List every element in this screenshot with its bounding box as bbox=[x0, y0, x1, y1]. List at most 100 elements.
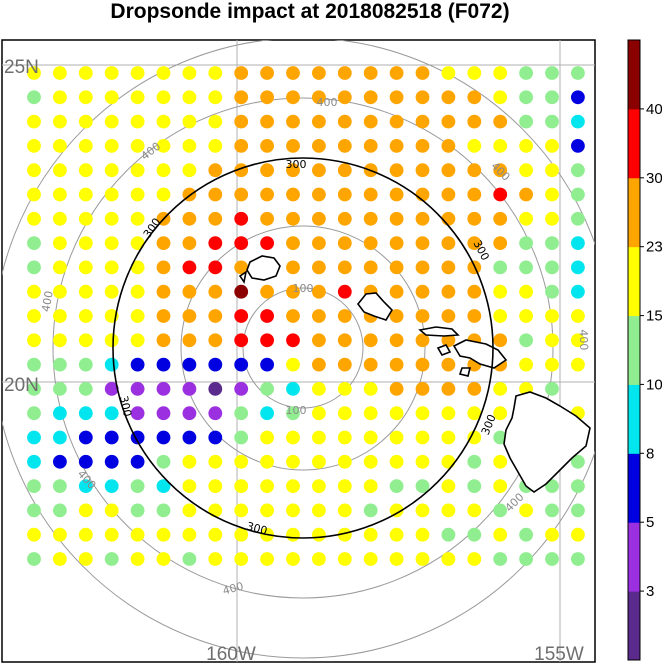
impact-dot bbox=[234, 114, 249, 129]
impact-dot bbox=[53, 357, 67, 372]
impact-dot bbox=[156, 333, 171, 348]
impact-dot bbox=[53, 527, 67, 542]
impact-dot bbox=[389, 260, 404, 275]
impact-dot bbox=[208, 503, 223, 518]
impact-dot bbox=[571, 66, 585, 80]
impact-dot bbox=[260, 454, 274, 469]
impact-dot bbox=[234, 382, 249, 396]
impact-dot bbox=[467, 527, 482, 542]
impact-dot bbox=[545, 552, 559, 566]
impact-dot bbox=[208, 552, 223, 566]
impact-dot bbox=[337, 163, 352, 178]
impact-dot bbox=[27, 114, 41, 129]
impact-dot bbox=[104, 114, 119, 129]
page-title: Dropsonde impact at 2018082518 (F072) bbox=[110, 0, 510, 23]
impact-dot bbox=[234, 260, 249, 275]
impact-dot bbox=[208, 163, 223, 178]
impact-dot bbox=[182, 552, 197, 566]
impact-dot bbox=[286, 284, 300, 299]
impact-dot bbox=[104, 333, 119, 348]
impact-dot bbox=[234, 479, 249, 493]
impact-dot bbox=[545, 284, 559, 299]
impact-dot bbox=[389, 454, 404, 469]
impact-dot bbox=[389, 236, 404, 251]
impact-dot bbox=[571, 309, 585, 323]
impact-dot bbox=[156, 114, 171, 129]
impact-dot bbox=[337, 90, 352, 105]
impact-dot bbox=[571, 90, 585, 105]
impact-dot bbox=[571, 357, 585, 372]
impact-dot bbox=[286, 527, 300, 542]
impact-dot bbox=[441, 211, 456, 226]
impact-dot bbox=[312, 382, 326, 396]
impact-dot bbox=[415, 309, 430, 323]
impact-dot bbox=[286, 479, 300, 493]
colorbar-tick-label: 15 bbox=[646, 308, 662, 325]
impact-dot bbox=[545, 236, 559, 251]
impact-dot bbox=[156, 479, 171, 493]
impact-dot bbox=[156, 66, 171, 80]
impact-dot bbox=[519, 66, 533, 80]
impact-dot bbox=[78, 114, 93, 129]
impact-dot bbox=[312, 309, 326, 323]
impact-dot bbox=[53, 163, 67, 178]
impact-dot bbox=[156, 284, 171, 299]
impact-dot bbox=[260, 211, 274, 226]
impact-dot bbox=[337, 479, 352, 493]
impact-dot bbox=[156, 163, 171, 178]
impact-dot bbox=[78, 236, 93, 251]
impact-dot bbox=[27, 284, 41, 299]
impact-dot bbox=[415, 236, 430, 251]
impact-dot bbox=[104, 552, 119, 566]
impact-dot bbox=[415, 90, 430, 105]
lat-label-25n: 25N bbox=[4, 57, 39, 78]
impact-dot bbox=[182, 211, 197, 226]
impact-dot bbox=[493, 333, 508, 348]
impact-dot bbox=[337, 114, 352, 129]
impact-dot bbox=[208, 114, 223, 129]
impact-dot bbox=[156, 139, 171, 153]
impact-dot bbox=[260, 114, 274, 129]
impact-dot bbox=[337, 382, 352, 396]
impact-dot bbox=[312, 454, 326, 469]
impact-dot bbox=[27, 236, 41, 251]
impact-dot bbox=[208, 260, 223, 275]
impact-dot bbox=[78, 454, 93, 469]
impact-dot bbox=[312, 479, 326, 493]
impact-dot bbox=[286, 333, 300, 348]
impact-dot bbox=[493, 284, 508, 299]
impact-dot bbox=[182, 382, 197, 396]
impact-dot bbox=[389, 211, 404, 226]
impact-dot bbox=[104, 479, 119, 493]
impact-dot bbox=[571, 260, 585, 275]
impact-dot bbox=[234, 503, 249, 518]
impact-dot bbox=[260, 552, 274, 566]
impact-dot bbox=[441, 333, 456, 348]
impact-dot bbox=[260, 406, 274, 421]
impact-dot bbox=[27, 527, 41, 542]
impact-dot bbox=[27, 406, 41, 421]
impact-dot bbox=[571, 284, 585, 299]
impact-dot bbox=[312, 503, 326, 518]
impact-dot bbox=[467, 139, 482, 153]
impact-dot bbox=[260, 236, 274, 251]
impact-dot bbox=[363, 430, 378, 445]
impact-dot bbox=[312, 66, 326, 80]
impact-dot bbox=[519, 90, 533, 105]
impact-dot bbox=[234, 333, 249, 348]
impact-dot bbox=[53, 309, 67, 323]
molokai-island bbox=[418, 326, 460, 337]
kahoolawe-island bbox=[458, 367, 472, 377]
colorbar-swatch bbox=[628, 40, 640, 110]
impact-dot bbox=[104, 430, 119, 445]
impact-dot bbox=[182, 90, 197, 105]
impact-dot bbox=[234, 527, 249, 542]
impact-dot bbox=[389, 309, 404, 323]
impact-dot bbox=[208, 187, 223, 202]
impact-dot bbox=[130, 454, 145, 469]
impact-dot bbox=[337, 260, 352, 275]
impact-dot bbox=[130, 260, 145, 275]
impact-dot bbox=[467, 479, 482, 493]
impact-dot bbox=[441, 430, 456, 445]
impact-dot bbox=[182, 333, 197, 348]
